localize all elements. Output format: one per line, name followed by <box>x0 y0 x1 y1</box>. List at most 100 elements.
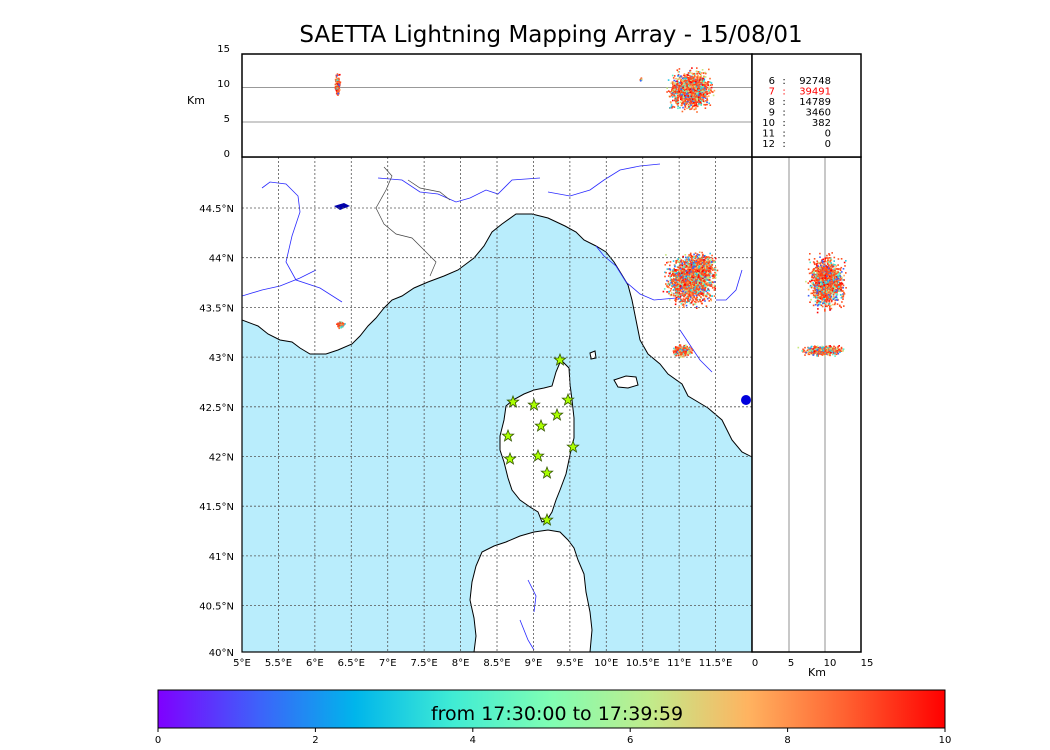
separator: : <box>782 87 785 98</box>
storm-cell-north-core <box>683 251 718 282</box>
station-number: 10 <box>762 118 775 129</box>
station-count-row: 6: 92748 <box>769 76 831 87</box>
station-star-icon <box>561 392 575 406</box>
source-count: 39491 <box>799 87 831 98</box>
lon-tick-label: 11°E <box>667 658 691 669</box>
stats-frame <box>751 53 862 158</box>
station-star-icon <box>527 397 541 411</box>
lon-tick-label: 6.5°E <box>338 658 365 669</box>
source-count: 14789 <box>799 97 831 108</box>
lon-tick-label: 7°E <box>379 658 397 669</box>
altitude-tick-label: 15 <box>217 44 230 55</box>
mainland <box>242 157 752 458</box>
separator: : <box>782 108 785 119</box>
colorbar-gradient <box>157 689 946 729</box>
side-altitude-tick-label: 15 <box>861 658 874 669</box>
top-small-projection <box>639 77 643 82</box>
lon-tick-label: 9.5°E <box>556 658 583 669</box>
lat-tick-label: 41.5°N <box>199 502 234 513</box>
station-count-row: 7: 39491 <box>769 87 831 98</box>
station-star-icon <box>501 428 515 442</box>
stations <box>501 352 580 526</box>
top-altitude-panel <box>241 53 753 158</box>
colorbar-tick-label: 2 <box>312 735 318 746</box>
side-altitude-tick-label: 0 <box>752 658 758 669</box>
lat-tick-label: 40°N <box>209 648 234 659</box>
side-km-label: Km <box>808 666 826 679</box>
side-south-projection <box>797 345 845 357</box>
lon-tick-label: 11.5°E <box>699 658 733 669</box>
station-star-icon <box>566 439 580 453</box>
separator: : <box>782 76 785 87</box>
station-star-icon <box>531 448 545 462</box>
lon-tick-label: 8°E <box>452 658 470 669</box>
side-lightning <box>797 252 847 357</box>
station-number: 8 <box>769 97 775 108</box>
stats-panel: 6:927487:394918:147899:346010:38211:012:… <box>751 53 862 158</box>
lat-tick-label: 41°N <box>209 552 234 563</box>
capraia <box>589 350 597 360</box>
station-number: 9 <box>769 108 775 119</box>
lon-tick-label: 10°E <box>594 658 618 669</box>
chart-title: SAETTA Lightning Mapping Array - 15/08/0… <box>299 22 803 48</box>
station-star-icon <box>503 451 517 465</box>
colorbar-tick-label: 4 <box>470 735 476 746</box>
station-star-icon <box>540 512 554 526</box>
colorbar-label: from 17:30:00 to 17:39:59 <box>431 703 683 725</box>
station-star-icon <box>540 465 554 479</box>
top-panel-bg <box>242 54 752 157</box>
lat-tick-label: 42.5°N <box>199 403 234 414</box>
station-count-table: 6:927487:394918:147899:346010:38211:012:… <box>762 76 831 150</box>
lat-tick-label: 44°N <box>209 254 234 265</box>
top-coast-projection <box>334 73 342 96</box>
station-star-icon <box>553 352 567 366</box>
colorbar-tick-label: 8 <box>784 735 790 746</box>
lon-tick-label: 10.5°E <box>626 658 660 669</box>
altitude-tick-label: 0 <box>224 149 230 160</box>
top-lightning <box>334 67 716 113</box>
separator: : <box>782 118 785 129</box>
station-number: 12 <box>762 139 775 150</box>
map-lightning <box>336 251 719 358</box>
map-panel <box>241 156 753 653</box>
side-panel-bg <box>752 157 861 652</box>
lat-tick-label: 42°N <box>209 453 234 464</box>
lat-tick-label: 44.5°N <box>199 204 234 215</box>
lake-corsica <box>741 395 751 405</box>
station-star-icon <box>506 394 520 408</box>
side-altitude-panel <box>751 156 862 653</box>
lon-tick-label: 7.5°E <box>411 658 438 669</box>
station-count-row: 11: 0 <box>762 129 831 140</box>
lat-tick-label: 43°N <box>209 353 234 364</box>
side-altitude-tick-label: 10 <box>824 658 837 669</box>
colorbar-ticks: 0 2 4 6 8 10 <box>155 728 952 746</box>
lon-tick-label: 8.5°E <box>483 658 510 669</box>
colorbar-tick-label: 0 <box>155 735 161 746</box>
station-number: 11 <box>762 129 775 140</box>
lon-tick-label: 5.5°E <box>265 658 292 669</box>
station-number: 6 <box>769 76 775 87</box>
source-count: 0 <box>825 139 831 150</box>
colorbar: from 17:30:00 to 17:39:59 0 2 4 6 8 10 <box>155 689 952 746</box>
top-km-label: Km <box>187 94 205 107</box>
station-count-row: 8: 14789 <box>769 97 831 108</box>
altitude-tick-label: 10 <box>217 79 230 90</box>
station-star-icon <box>550 407 564 421</box>
station-star-icon <box>534 418 548 432</box>
lat-tick-label: 40.5°N <box>199 602 234 613</box>
lon-tick-label: 5°E <box>233 658 251 669</box>
rivers <box>242 163 743 651</box>
station-count-row: 10: 382 <box>762 118 831 129</box>
source-count: 92748 <box>799 76 831 87</box>
side-altitude-tick-label: 5 <box>788 658 794 669</box>
lon-tick-label: 6°E <box>306 658 324 669</box>
station-count-row: 9: 3460 <box>769 108 831 119</box>
source-count: 0 <box>825 129 831 140</box>
separator: : <box>782 129 785 140</box>
map-grid <box>242 157 752 652</box>
colorbar-tick-label: 10 <box>939 735 952 746</box>
lon-tick-label: 9°E <box>525 658 543 669</box>
source-count: 382 <box>812 118 831 129</box>
side-storm-projection <box>805 252 847 314</box>
